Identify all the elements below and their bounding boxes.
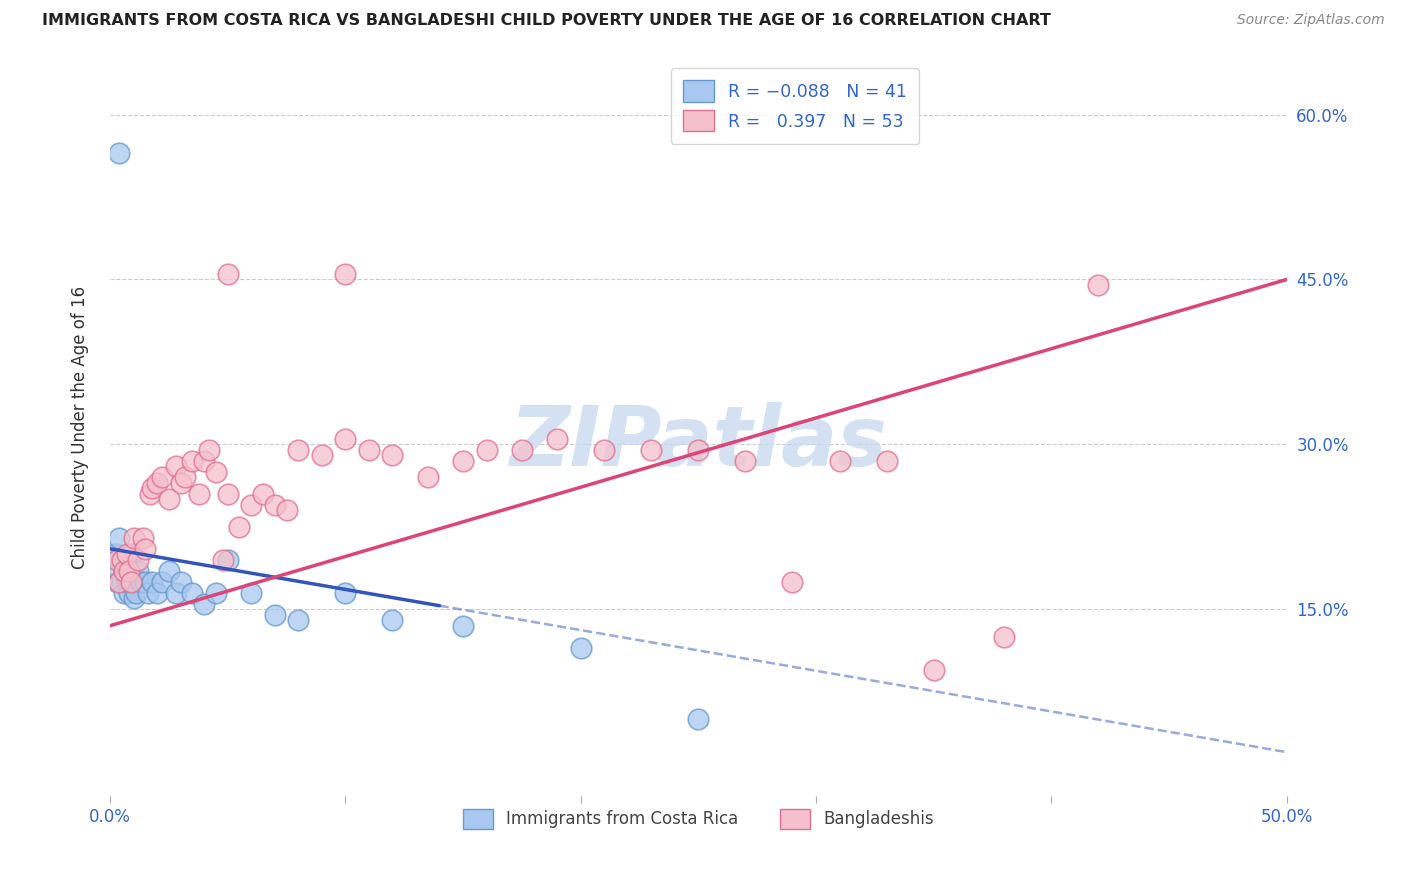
Point xyxy=(263,498,285,512)
Point xyxy=(150,470,173,484)
Point xyxy=(688,442,710,457)
Point xyxy=(105,574,128,589)
Point xyxy=(782,574,804,589)
Point xyxy=(287,442,309,457)
Point xyxy=(734,454,756,468)
Point xyxy=(193,454,215,468)
Point xyxy=(217,553,239,567)
Point xyxy=(335,267,357,281)
Point xyxy=(136,585,159,599)
Point xyxy=(122,591,145,606)
Point xyxy=(416,470,439,484)
Point xyxy=(276,503,298,517)
Point xyxy=(120,547,142,561)
Point xyxy=(205,465,228,479)
Point xyxy=(146,585,169,599)
Point xyxy=(112,585,135,599)
Point xyxy=(475,442,498,457)
Point xyxy=(357,442,380,457)
Point xyxy=(141,574,163,589)
Point xyxy=(129,574,152,589)
Point xyxy=(108,531,131,545)
Point xyxy=(169,475,191,490)
Point xyxy=(828,454,851,468)
Point xyxy=(212,553,235,567)
Point xyxy=(165,585,187,599)
Point xyxy=(240,498,263,512)
Point xyxy=(146,475,169,490)
Point xyxy=(188,487,211,501)
Point xyxy=(127,564,149,578)
Point xyxy=(688,712,710,726)
Point xyxy=(876,454,898,468)
Text: ZIPatlas: ZIPatlas xyxy=(509,402,887,483)
Point xyxy=(181,585,204,599)
Point xyxy=(287,613,309,627)
Legend: Immigrants from Costa Rica, Bangladeshis: Immigrants from Costa Rica, Bangladeshis xyxy=(456,802,941,836)
Text: Source: ZipAtlas.com: Source: ZipAtlas.com xyxy=(1237,13,1385,28)
Point xyxy=(252,487,274,501)
Point xyxy=(122,574,145,589)
Point xyxy=(263,607,285,622)
Point xyxy=(335,432,357,446)
Point xyxy=(112,564,135,578)
Point xyxy=(217,267,239,281)
Point xyxy=(381,448,404,462)
Y-axis label: Child Poverty Under the Age of 16: Child Poverty Under the Age of 16 xyxy=(72,286,89,569)
Point xyxy=(120,574,142,589)
Point xyxy=(217,487,239,501)
Point xyxy=(141,481,163,495)
Point xyxy=(381,613,404,627)
Point xyxy=(122,531,145,545)
Point xyxy=(174,470,197,484)
Point xyxy=(115,564,138,578)
Point xyxy=(157,492,180,507)
Point xyxy=(120,574,142,589)
Point xyxy=(569,640,592,655)
Point xyxy=(157,564,180,578)
Point xyxy=(132,531,155,545)
Point xyxy=(112,564,135,578)
Point xyxy=(118,574,141,589)
Point xyxy=(108,574,131,589)
Point xyxy=(546,432,568,446)
Point xyxy=(134,574,156,589)
Point xyxy=(118,564,141,578)
Point xyxy=(115,574,138,589)
Point xyxy=(510,442,533,457)
Point xyxy=(922,663,945,677)
Point xyxy=(105,553,128,567)
Point xyxy=(111,553,134,567)
Point xyxy=(111,574,134,589)
Point xyxy=(1087,277,1109,292)
Point xyxy=(181,454,204,468)
Point xyxy=(134,541,156,556)
Point xyxy=(193,597,215,611)
Point xyxy=(118,585,141,599)
Text: IMMIGRANTS FROM COSTA RICA VS BANGLADESHI CHILD POVERTY UNDER THE AGE OF 16 CORR: IMMIGRANTS FROM COSTA RICA VS BANGLADESH… xyxy=(42,13,1052,29)
Point xyxy=(198,442,221,457)
Point xyxy=(165,459,187,474)
Point xyxy=(139,487,162,501)
Point xyxy=(104,547,127,561)
Point xyxy=(115,547,138,561)
Point xyxy=(127,553,149,567)
Point xyxy=(111,553,134,567)
Point xyxy=(108,564,131,578)
Point xyxy=(451,454,474,468)
Point xyxy=(593,442,616,457)
Point xyxy=(993,630,1015,644)
Point xyxy=(451,618,474,632)
Point xyxy=(228,520,250,534)
Point xyxy=(105,553,128,567)
Point xyxy=(169,574,191,589)
Point xyxy=(125,585,148,599)
Point xyxy=(640,442,662,457)
Point xyxy=(240,585,263,599)
Point xyxy=(150,574,173,589)
Point xyxy=(108,146,131,161)
Point xyxy=(205,585,228,599)
Point xyxy=(311,448,333,462)
Point xyxy=(335,585,357,599)
